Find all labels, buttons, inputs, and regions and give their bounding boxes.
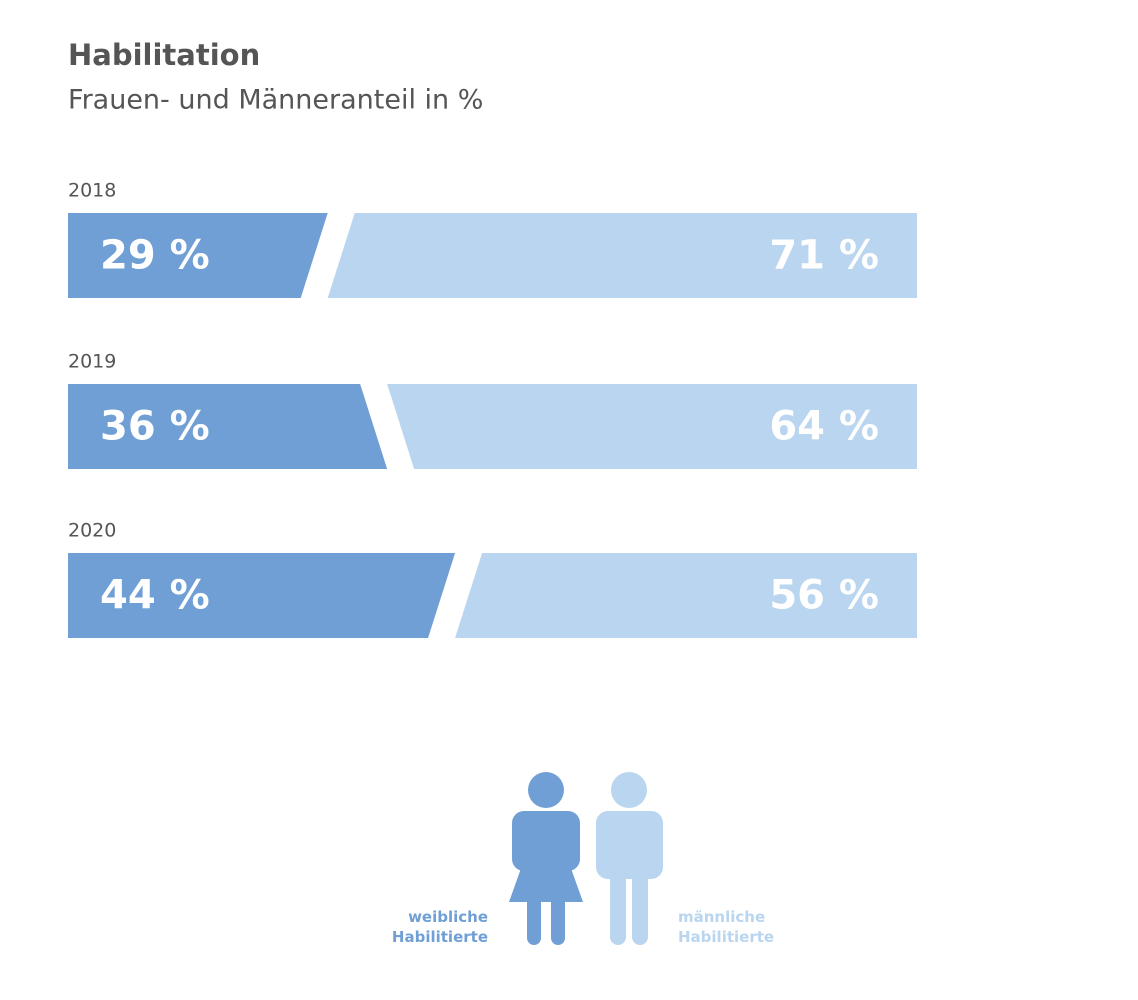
legend-label: männliche Habilitierte: [678, 908, 775, 946]
legend-icon-male: [596, 772, 663, 945]
chart-subtitle: Frauen- und Männeranteil in %: [68, 85, 483, 116]
bar-segment: [327, 213, 918, 298]
icon-skirt: [509, 860, 583, 902]
icon-leg: [632, 860, 648, 945]
legend-icon-female: [509, 772, 583, 945]
icon-head: [611, 772, 647, 808]
icon-head: [528, 772, 564, 808]
value-label: 56 %: [769, 573, 879, 619]
value-label: 29 %: [100, 233, 210, 279]
bar-segment: [68, 213, 328, 298]
bar-segment: [68, 553, 456, 638]
icon-leg: [610, 860, 626, 945]
icon-leg: [551, 895, 565, 945]
category-label: 2018: [68, 180, 116, 202]
category-label: 2020: [68, 520, 116, 542]
value-label: 71 %: [769, 233, 879, 279]
value-label: 64 %: [769, 404, 879, 450]
icon-torso: [512, 811, 580, 871]
bar-segment: [455, 553, 917, 638]
value-label: 44 %: [100, 573, 210, 619]
value-label: 36 %: [100, 404, 210, 450]
bar-segment: [387, 384, 917, 469]
chart-title: Habilitation: [68, 38, 260, 72]
legend-label: weibliche Habilitierte: [391, 908, 488, 946]
icon-leg: [527, 895, 541, 945]
category-label: 2019: [68, 351, 116, 373]
bar-segment: [68, 384, 388, 469]
icon-torso: [596, 811, 663, 879]
